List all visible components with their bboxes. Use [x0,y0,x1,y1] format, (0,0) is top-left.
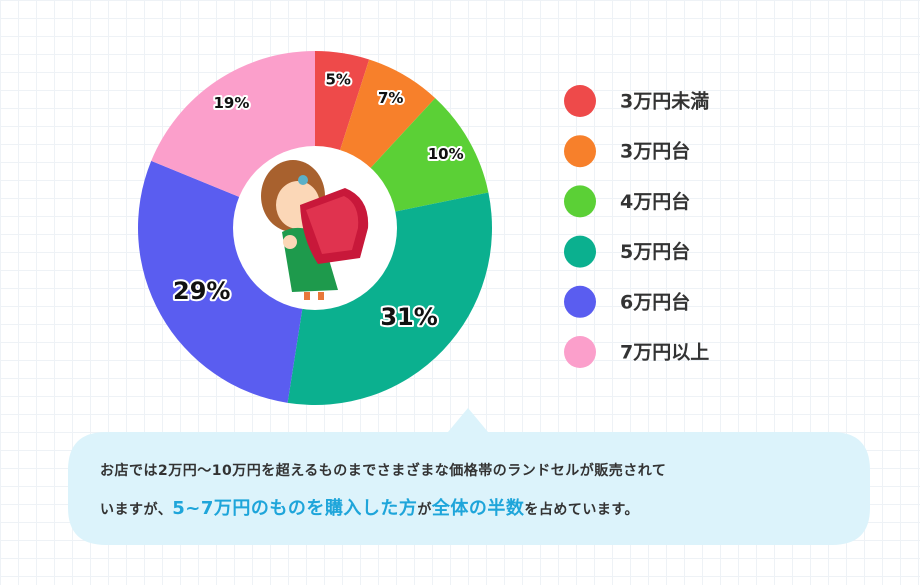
legend-label: 5万円台 [620,240,690,263]
note-text: が [417,502,432,518]
legend-swatch [564,336,596,368]
legend-label: 6万円台 [620,290,690,313]
legend-label: 4万円台 [620,190,690,213]
data-label: 5% [326,70,351,88]
legend: 3万円未満 3万円台 4万円台 5万円台 6万円台 7万円以上 [564,85,709,368]
legend-swatch [564,135,596,168]
legend-swatch [564,235,596,268]
data-label: 19% [213,94,249,112]
legend-swatch [564,285,596,318]
note-line: お店では2万円〜10万円を超えるものまでさまざまな価格帯のランドセルが販売されて [100,452,860,490]
note-line: いますが、5~7万円のものを購入した方が全体の半数を占めています。 [100,490,860,529]
note: お店では2万円〜10万円を超えるものまでさまざまな価格帯のランドセルが販売されて… [100,452,860,529]
speech-bubble [68,408,870,545]
note-text: 全体の半数 [431,498,525,519]
donut: 5% 7% 10% 31% 29% 19% [137,51,493,405]
legend-swatch [564,185,596,218]
data-label: 7% [378,89,403,107]
legend-swatch [564,85,596,117]
note-text: お店では2万円〜10万円を超えるものまでさまざまな価格帯のランドセルが販売されて [100,463,667,479]
data-label: 31% [380,303,437,331]
note-text: を占めています。 [524,502,639,518]
note-text: いますが、 [100,502,173,518]
legend-label: 3万円未満 [620,90,709,113]
note-text: 5~7万円のものを購入した方 [172,498,418,519]
data-label: 10% [428,145,464,163]
girl-illustration [261,160,369,300]
data-label: 29% [173,277,230,305]
legend-label: 3万円台 [620,140,690,163]
legend-label: 7万円以上 [620,342,709,364]
